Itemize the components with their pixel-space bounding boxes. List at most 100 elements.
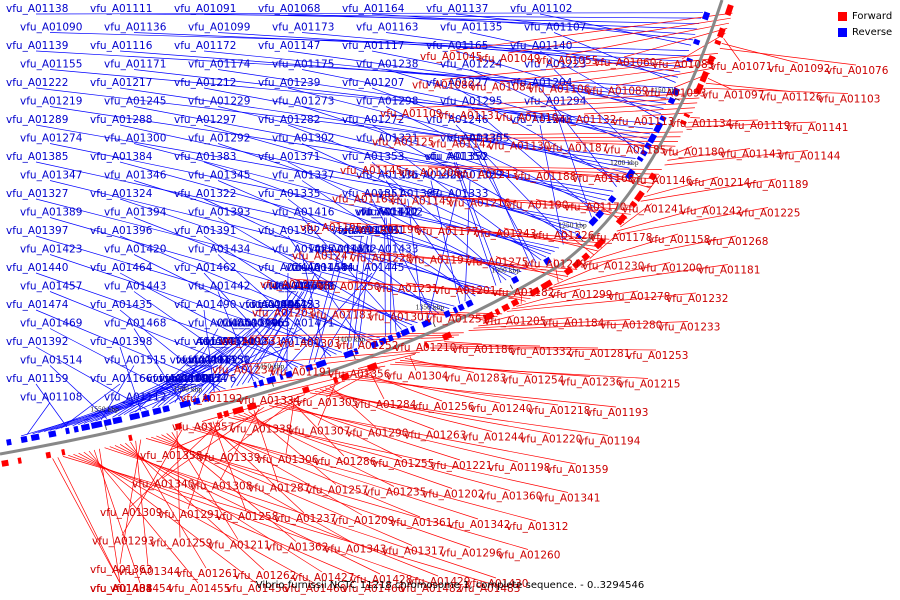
gene-label[interactable]: vfu_A01110	[496, 112, 558, 124]
gene-label[interactable]: vfu_A01221	[430, 460, 492, 472]
gene-label[interactable]: vfu_A01140	[510, 40, 572, 52]
gene-label[interactable]: vfu_A01180	[662, 147, 724, 159]
gene-label[interactable]: vfu_A01226	[532, 230, 595, 242]
gene-label[interactable]: vfu_A01351	[342, 188, 404, 200]
gene-label[interactable]: vfu_A01251	[426, 314, 488, 326]
gene-label[interactable]: vfu_A01301	[368, 312, 430, 324]
gene-label[interactable]: vfu_A01238	[356, 59, 418, 71]
gene-label[interactable]: vfu_A01125	[372, 137, 434, 149]
gene-label[interactable]: vfu_A01228	[350, 253, 412, 265]
gene-label[interactable]: vfu_A01135	[440, 22, 502, 34]
gene-label[interactable]: vfu_A01391	[174, 225, 236, 237]
gene-label[interactable]: vfu_A01443	[104, 281, 166, 293]
gene-label[interactable]: vfu_A01394	[104, 207, 167, 219]
gene-label[interactable]: vfu_A01488	[90, 583, 152, 595]
gene-label[interactable]: vfu_A01145	[340, 165, 402, 177]
gene-label[interactable]: vfu_A01245	[104, 96, 166, 108]
gene-label[interactable]: vfu_A01362	[266, 542, 328, 554]
gene-label[interactable]: vfu_A01190	[506, 200, 568, 212]
gene-label[interactable]: vfu_A01254	[502, 375, 565, 387]
gene-label[interactable]: vfu_A01287	[248, 483, 310, 495]
gene-label[interactable]: vfu_A01250	[318, 281, 380, 293]
gene-label[interactable]: vfu_A01482	[400, 583, 462, 595]
gene-label[interactable]: vfu_A01300	[104, 133, 166, 145]
gene-label[interactable]: vfu_A01278	[608, 291, 670, 303]
gene-label[interactable]: vfu_A01196	[358, 224, 421, 236]
gene-label[interactable]: vfu_A01466	[342, 583, 405, 595]
gene-label[interactable]: vfu_A01346	[104, 170, 167, 182]
gene-label[interactable]: vfu_A01153	[182, 355, 244, 367]
gene-label[interactable]: vfu_A01474	[6, 299, 69, 311]
gene-label[interactable]: vfu_A01256	[412, 401, 475, 413]
gene-label[interactable]: vfu_A01462	[174, 262, 236, 274]
gene-label[interactable]: vfu_A01382	[258, 225, 320, 237]
gene-label[interactable]: vfu_A01236	[560, 377, 623, 389]
gene-label[interactable]: vfu_A01280	[600, 320, 662, 332]
gene-label[interactable]: vfu_A01130	[488, 141, 550, 153]
gene-label[interactable]: vfu_A01136	[104, 22, 167, 34]
gene-label[interactable]: vfu_A01119	[728, 120, 790, 132]
gene-label[interactable]: vfu_A01420	[104, 244, 166, 256]
gene-label[interactable]: vfu_A01297	[174, 114, 236, 126]
gene-label[interactable]: vfu_A01176	[174, 373, 237, 385]
gene-label[interactable]: vfu_A01495	[239, 299, 301, 311]
gene-label[interactable]: vfu_A01049	[478, 53, 540, 65]
gene-label[interactable]: vfu_A01113	[612, 116, 674, 128]
gene-label[interactable]: vfu_A01328	[401, 170, 463, 182]
gene-label[interactable]: vfu_A01330	[440, 133, 502, 145]
gene-label[interactable]: vfu_A01192	[180, 393, 242, 405]
gene-label[interactable]: vfu_A01442	[188, 281, 250, 293]
gene-label[interactable]: vfu_A01177	[416, 226, 478, 238]
gene-label[interactable]: vfu_A01055	[536, 55, 598, 67]
gene-label[interactable]: vfu_A01515	[104, 355, 166, 367]
gene-label[interactable]: vfu_A01116	[90, 40, 153, 52]
gene-label[interactable]: vfu_A01333	[426, 188, 488, 200]
gene-label[interactable]: vfu_A01204	[510, 77, 573, 89]
gene-label[interactable]: vfu_A01288	[90, 114, 152, 126]
gene-label[interactable]: vfu_A01184	[542, 318, 605, 330]
gene-label[interactable]: vfu_A01197	[408, 255, 470, 267]
gene-label[interactable]: vfu_A01139	[6, 40, 68, 52]
gene-label[interactable]: vfu_A01164	[342, 3, 405, 15]
gene-label[interactable]: vfu_A01103	[818, 94, 880, 106]
gene-label[interactable]: vfu_A01422	[356, 207, 418, 219]
gene-label[interactable]: vfu_A01096	[153, 373, 216, 385]
gene-label[interactable]: vfu_A01335	[258, 188, 320, 200]
gene-label[interactable]: vfu_A01162	[176, 355, 238, 367]
gene-label[interactable]: vfu_A01263	[404, 430, 466, 442]
gene-label[interactable]: vfu_A01138	[6, 3, 68, 15]
gene-label[interactable]: vfu_A01468	[104, 318, 166, 330]
gene-label[interactable]: vfu_A01107	[524, 22, 586, 34]
gene-label[interactable]: vfu_A01258	[216, 511, 278, 523]
gene-label[interactable]: vfu_A01146	[630, 175, 693, 187]
gene-label[interactable]: vfu_A01060	[594, 57, 656, 69]
gene-label[interactable]: vfu_A01215	[618, 379, 680, 391]
gene-label[interactable]: vfu_A01216	[448, 198, 511, 210]
gene-label[interactable]: vfu_A01242	[680, 206, 742, 218]
gene-label[interactable]: vfu_A01089	[586, 86, 648, 98]
gene-label[interactable]: vfu_A01151	[188, 355, 250, 367]
gene-label[interactable]: vfu_A01253	[626, 350, 688, 362]
gene-label[interactable]: vfu_A01402	[205, 336, 267, 348]
gene-label[interactable]: vfu_A01306	[256, 454, 319, 466]
gene-label[interactable]: vfu_A01175	[272, 59, 334, 71]
gene-label[interactable]: vfu_A01170	[564, 202, 626, 214]
gene-label[interactable]: vfu_A01191	[270, 367, 332, 379]
gene-label[interactable]: vfu_A01234	[212, 365, 275, 377]
gene-label[interactable]: vfu_A01291	[158, 509, 220, 521]
gene-label[interactable]: vfu_A01353	[342, 151, 404, 163]
gene-label[interactable]: vfu_A01460	[284, 583, 346, 595]
gene-label[interactable]: vfu_A01432	[314, 244, 376, 256]
gene-label[interactable]: vfu_A01067	[159, 373, 221, 385]
gene-label[interactable]: vfu_A01239	[258, 77, 320, 89]
gene-label[interactable]: vfu_A01244	[462, 432, 525, 444]
gene-label[interactable]: vfu_A01484	[90, 583, 153, 595]
gene-label[interactable]: vfu_A01187	[546, 143, 608, 155]
gene-label[interactable]: vfu_A01268	[706, 236, 768, 248]
gene-label[interactable]: vfu_A01496	[222, 318, 285, 330]
gene-label[interactable]: vfu_A01509	[199, 336, 261, 348]
gene-label[interactable]: vfu_A01171	[104, 59, 166, 71]
gene-label[interactable]: vfu_A01438	[90, 583, 152, 595]
gene-label[interactable]: vfu_A01338	[230, 424, 292, 436]
gene-label[interactable]: vfu_A01331	[220, 336, 282, 348]
